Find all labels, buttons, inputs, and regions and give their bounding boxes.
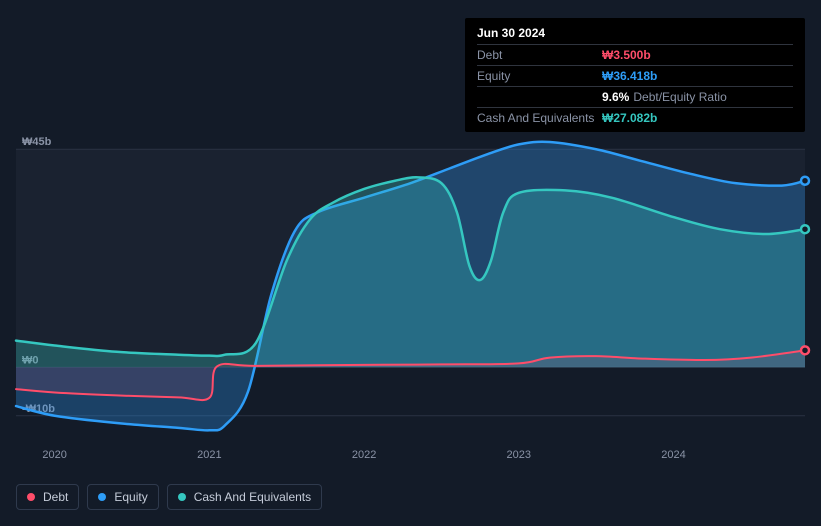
tooltip-row-label: Cash And Equivalents	[477, 111, 602, 125]
tooltip-row-value: 9.6%Debt/Equity Ratio	[602, 90, 727, 104]
legend-swatch	[27, 493, 35, 501]
cash-series-end-marker	[801, 225, 809, 233]
svg-text:2024: 2024	[661, 449, 685, 461]
legend-label: Debt	[43, 490, 68, 504]
equity-series-end-marker	[801, 177, 809, 185]
svg-text:2020: 2020	[42, 449, 66, 461]
legend-item[interactable]: Debt	[16, 484, 79, 510]
svg-text:2021: 2021	[197, 449, 221, 461]
tooltip-row: Equity₩36.418b	[477, 65, 793, 86]
legend-swatch	[178, 493, 186, 501]
debt-series-end-marker	[801, 346, 809, 354]
legend-label: Cash And Equivalents	[194, 490, 311, 504]
legend-item[interactable]: Cash And Equivalents	[167, 484, 322, 510]
svg-text:2023: 2023	[507, 449, 531, 461]
legend-label: Equity	[114, 490, 147, 504]
legend-item[interactable]: Equity	[87, 484, 158, 510]
svg-text:2022: 2022	[352, 449, 376, 461]
tooltip-row: Cash And Equivalents₩27.082b	[477, 107, 793, 128]
tooltip-row: Debt₩3.500b	[477, 44, 793, 65]
tooltip-row-label	[477, 90, 602, 104]
tooltip-row-value: ₩36.418b	[602, 69, 657, 83]
tooltip-date: Jun 30 2024	[477, 26, 793, 44]
svg-text:₩45b: ₩45b	[22, 136, 52, 148]
legend-swatch	[98, 493, 106, 501]
chart-legend: Debt Equity Cash And Equivalents	[16, 484, 322, 510]
tooltip-row-label: Equity	[477, 69, 602, 83]
data-tooltip: Jun 30 2024 Debt₩3.500bEquity₩36.418b9.6…	[465, 18, 805, 132]
tooltip-row: 9.6%Debt/Equity Ratio	[477, 86, 793, 107]
tooltip-row-label: Debt	[477, 48, 602, 62]
tooltip-row-value: ₩27.082b	[602, 111, 657, 125]
tooltip-row-value: ₩3.500b	[602, 48, 651, 62]
